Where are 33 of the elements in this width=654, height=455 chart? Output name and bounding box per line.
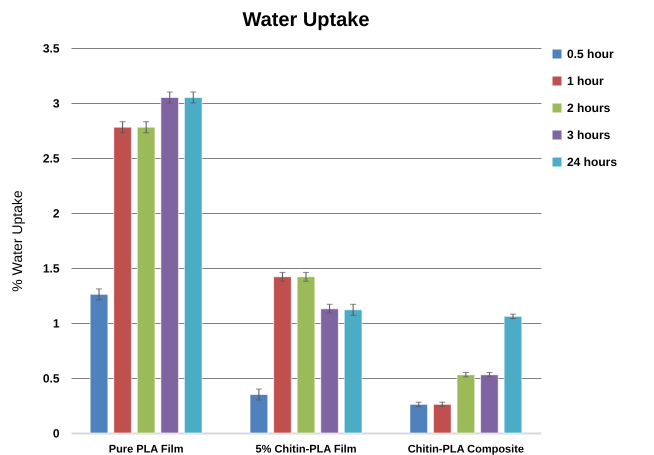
bar bbox=[504, 316, 522, 434]
y-tick-label: 1.5 bbox=[42, 262, 60, 276]
bar bbox=[273, 276, 292, 434]
y-tick-label: 3.5 bbox=[42, 42, 60, 56]
legend-label: 0.5 hour bbox=[567, 47, 614, 61]
bar bbox=[296, 276, 316, 434]
bar bbox=[250, 394, 268, 434]
bar bbox=[480, 374, 499, 434]
x-tick-label: 5% Chitin-PLA Film bbox=[255, 444, 357, 455]
bar bbox=[344, 309, 362, 434]
bar bbox=[320, 308, 339, 434]
legend-label: 2 hours bbox=[567, 101, 611, 115]
y-axis-title: % Water Uptake bbox=[8, 190, 25, 292]
bar bbox=[456, 374, 476, 434]
bar bbox=[409, 404, 428, 434]
legend-label: 24 hours bbox=[567, 155, 618, 169]
bar bbox=[432, 404, 452, 434]
bar bbox=[113, 126, 132, 434]
bar bbox=[90, 294, 108, 434]
y-tick-label: 3 bbox=[52, 96, 60, 110]
chart-title: Water Uptake bbox=[242, 9, 370, 31]
x-tick-label: Chitin-PLA Composite bbox=[408, 444, 524, 455]
bar bbox=[136, 126, 156, 434]
bar bbox=[160, 97, 180, 434]
y-tick-label: 0.5 bbox=[42, 372, 60, 386]
y-tick-label: 2 bbox=[52, 206, 60, 220]
y-tick-label: 0 bbox=[52, 426, 60, 440]
y-tick-label: 2.5 bbox=[42, 152, 60, 166]
legend-label: 3 hours bbox=[567, 128, 611, 142]
bar bbox=[184, 97, 203, 434]
y-tick-label: 1 bbox=[52, 316, 60, 330]
x-tick-label: Pure PLA Film bbox=[108, 444, 184, 455]
legend-label: 1 hour bbox=[567, 74, 604, 88]
